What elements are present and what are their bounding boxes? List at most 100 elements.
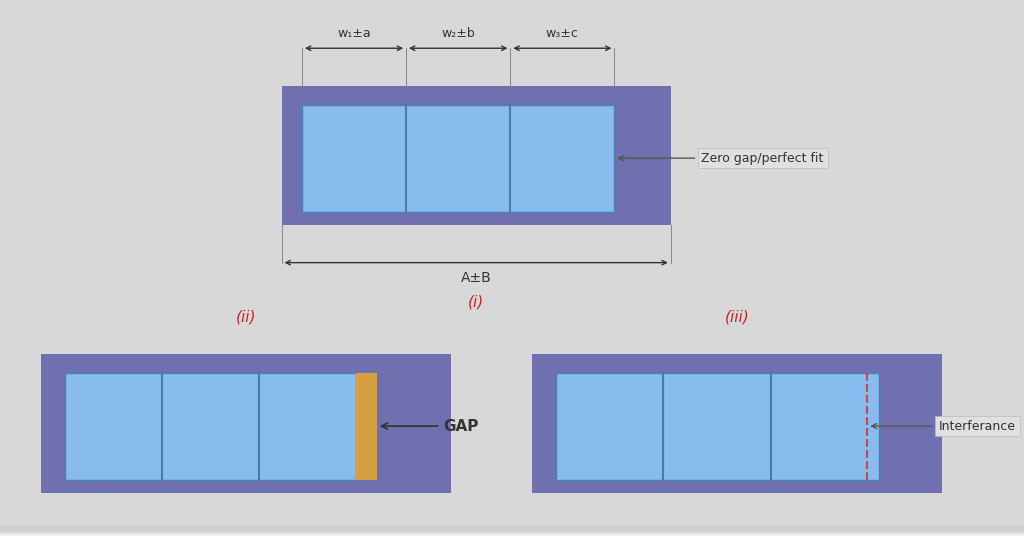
Bar	[0, 530, 1024, 535]
Bar	[0, 527, 1024, 533]
Bar	[0, 528, 1024, 534]
Bar	[0, 527, 1024, 533]
Bar	[0, 526, 1024, 532]
Bar	[0, 526, 1024, 531]
Text: A±B: A±B	[461, 271, 492, 285]
Bar	[0, 527, 1024, 532]
Bar	[0, 530, 1024, 535]
Bar	[0, 529, 1024, 534]
Bar	[0, 525, 1024, 531]
Bar	[0, 531, 1024, 536]
Bar	[556, 373, 879, 480]
Bar	[0, 526, 1024, 532]
Bar	[0, 531, 1024, 536]
Bar	[0, 529, 1024, 534]
Bar	[0, 525, 1024, 531]
Bar	[0, 527, 1024, 533]
Bar	[0, 525, 1024, 531]
Bar	[0, 528, 1024, 533]
Bar	[0, 529, 1024, 534]
Bar	[0, 527, 1024, 533]
Bar	[0, 527, 1024, 533]
Bar	[0, 527, 1024, 532]
Bar	[0, 530, 1024, 535]
Bar	[0, 529, 1024, 534]
Bar	[0, 527, 1024, 533]
Bar	[0, 530, 1024, 535]
Bar	[0, 531, 1024, 536]
Bar	[0, 529, 1024, 534]
Bar	[0, 528, 1024, 533]
Bar	[282, 86, 671, 225]
Bar	[0, 528, 1024, 534]
Bar	[0, 526, 1024, 532]
Bar	[0, 530, 1024, 535]
Bar	[0, 525, 1024, 531]
Bar	[41, 354, 451, 493]
Bar	[0, 529, 1024, 534]
Bar	[0, 526, 1024, 531]
Bar	[0, 527, 1024, 532]
Bar	[0, 528, 1024, 534]
Bar	[0, 527, 1024, 533]
Bar	[0, 526, 1024, 532]
Text: Interferance: Interferance	[871, 420, 1016, 433]
Bar	[0, 528, 1024, 534]
Bar	[0, 526, 1024, 531]
Bar	[0, 531, 1024, 536]
Bar	[0, 526, 1024, 532]
Bar	[0, 528, 1024, 533]
Bar	[302, 105, 614, 212]
Bar	[0, 528, 1024, 533]
Bar	[0, 530, 1024, 535]
Bar	[0, 530, 1024, 535]
Bar	[0, 529, 1024, 534]
Bar	[0, 531, 1024, 536]
Bar	[0, 528, 1024, 533]
Text: GAP: GAP	[382, 419, 479, 434]
Text: w₂±b: w₂±b	[441, 27, 475, 40]
Bar	[0, 528, 1024, 534]
Bar	[0, 530, 1024, 535]
Bar	[0, 526, 1024, 531]
Text: Zero gap/perfect fit: Zero gap/perfect fit	[618, 152, 824, 165]
Bar	[0, 526, 1024, 531]
Bar	[0, 527, 1024, 533]
Bar	[0, 528, 1024, 534]
Bar	[0, 527, 1024, 532]
Bar	[0, 528, 1024, 533]
Text: (iii): (iii)	[725, 309, 750, 324]
Bar	[0, 527, 1024, 533]
Text: (i): (i)	[468, 295, 484, 310]
Bar	[0, 528, 1024, 533]
Bar	[0, 528, 1024, 534]
Bar	[0, 526, 1024, 532]
Bar	[0, 531, 1024, 536]
Bar	[0, 530, 1024, 535]
Bar	[0, 530, 1024, 535]
Bar	[0, 530, 1024, 535]
Bar	[0, 526, 1024, 531]
Bar	[0, 527, 1024, 532]
Bar	[0, 526, 1024, 532]
Bar	[0, 526, 1024, 531]
Bar	[0, 527, 1024, 532]
Bar	[0, 527, 1024, 533]
Bar	[0, 529, 1024, 534]
Bar	[0, 526, 1024, 531]
Bar	[0, 530, 1024, 535]
Bar	[0, 528, 1024, 533]
Bar	[0, 530, 1024, 535]
Bar	[65, 373, 356, 480]
Bar	[0, 528, 1024, 534]
Bar	[0, 529, 1024, 534]
Bar	[0, 525, 1024, 531]
Bar	[532, 354, 942, 493]
Bar	[356, 373, 377, 480]
Bar	[0, 527, 1024, 532]
Bar	[0, 528, 1024, 534]
Text: w₁±a: w₁±a	[337, 27, 371, 40]
Bar	[0, 530, 1024, 535]
Text: w₃±c: w₃±c	[546, 27, 579, 40]
Bar	[0, 527, 1024, 533]
